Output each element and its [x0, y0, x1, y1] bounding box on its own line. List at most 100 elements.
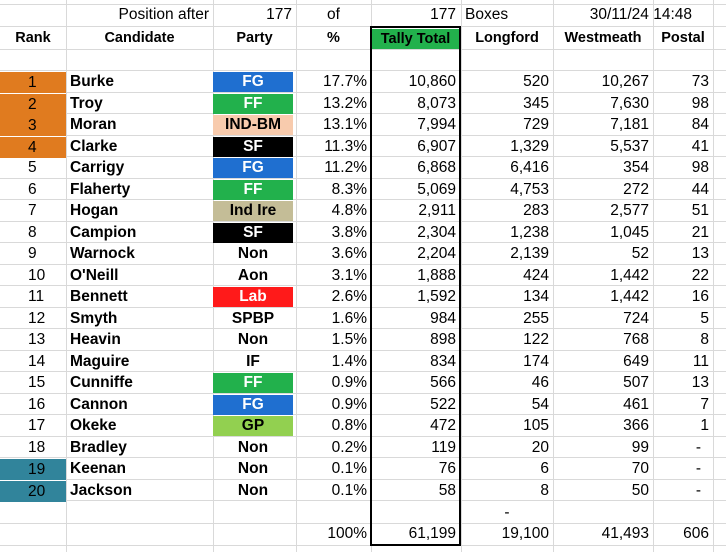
- longford-cell[interactable]: 105: [523, 416, 549, 434]
- candidate-name[interactable]: Bennett: [70, 287, 128, 305]
- postal-cell[interactable]: 8: [700, 330, 709, 348]
- westmeath-cell[interactable]: 649: [623, 352, 649, 370]
- party-badge[interactable]: FG: [213, 72, 293, 92]
- postal-cell[interactable]: -: [695, 459, 701, 477]
- postal-cell[interactable]: 51: [691, 201, 709, 219]
- pct-cell[interactable]: 0.1%: [331, 481, 367, 499]
- candidate-name[interactable]: Smyth: [70, 309, 118, 327]
- rank-cell[interactable]: 1: [0, 72, 66, 93]
- rank-cell[interactable]: 13: [28, 330, 46, 348]
- postal-cell[interactable]: -: [695, 481, 701, 499]
- party-badge[interactable]: Non: [237, 439, 269, 456]
- postal-cell[interactable]: 21: [691, 223, 709, 241]
- westmeath-cell[interactable]: 7,630: [610, 94, 649, 112]
- rank-cell[interactable]: 4: [0, 137, 66, 158]
- postal-cell[interactable]: 13: [691, 373, 709, 391]
- party-badge[interactable]: Aon: [237, 267, 269, 284]
- pct-cell[interactable]: 1.5%: [331, 330, 367, 348]
- party-badge[interactable]: FF: [213, 373, 293, 393]
- tally-cell[interactable]: 834: [430, 352, 456, 370]
- pct-cell[interactable]: 13.2%: [323, 94, 367, 112]
- col-header-party[interactable]: Party: [236, 30, 273, 46]
- pct-cell[interactable]: 11.2%: [324, 158, 367, 176]
- westmeath-cell[interactable]: 99: [631, 438, 649, 456]
- candidate-name[interactable]: O'Neill: [70, 266, 119, 284]
- postal-cell[interactable]: 41: [691, 137, 709, 155]
- rank-cell[interactable]: 7: [28, 201, 37, 219]
- westmeath-cell[interactable]: 52: [631, 244, 649, 262]
- longford-cell[interactable]: 1,329: [510, 137, 549, 155]
- candidate-name[interactable]: Hogan: [70, 201, 119, 219]
- rank-cell[interactable]: 14: [28, 352, 46, 370]
- rank-cell[interactable]: 8: [28, 223, 37, 241]
- westmeath-cell[interactable]: 1,442: [610, 266, 649, 284]
- postal-cell[interactable]: 11: [692, 352, 709, 370]
- tally-cell[interactable]: 76: [438, 459, 456, 477]
- postal-cell[interactable]: 44: [691, 180, 709, 198]
- candidate-name[interactable]: Burke: [70, 72, 114, 90]
- rank-cell[interactable]: 10: [28, 266, 46, 284]
- col-header-postal[interactable]: Postal: [661, 30, 705, 46]
- longford-cell[interactable]: 6,416: [510, 158, 549, 176]
- candidate-name[interactable]: Flaherty: [70, 180, 131, 198]
- longford-cell[interactable]: 122: [523, 330, 549, 348]
- candidate-name[interactable]: Jackson: [70, 481, 133, 499]
- candidate-name[interactable]: Bradley: [70, 438, 127, 456]
- party-badge[interactable]: FG: [213, 395, 293, 415]
- postal-cell[interactable]: 1: [700, 416, 709, 434]
- postal-cell[interactable]: 22: [691, 266, 709, 284]
- party-badge[interactable]: Non: [237, 460, 269, 477]
- tally-cell[interactable]: 58: [438, 481, 456, 499]
- rank-cell[interactable]: 15: [28, 373, 46, 391]
- longford-cell[interactable]: 8: [540, 481, 549, 499]
- westmeath-cell[interactable]: 2,577: [610, 201, 649, 219]
- pct-cell[interactable]: 0.2%: [331, 438, 367, 456]
- longford-cell[interactable]: 134: [523, 287, 549, 305]
- party-badge[interactable]: FF: [213, 94, 293, 114]
- party-badge[interactable]: Ind Ire: [213, 201, 293, 221]
- total-westmeath[interactable]: 41,493: [601, 525, 649, 542]
- total-tally[interactable]: 61,199: [408, 525, 456, 542]
- rank-cell[interactable]: 18: [28, 438, 46, 456]
- pct-cell[interactable]: 1.4%: [331, 352, 367, 370]
- col-header-tally-total[interactable]: Tally Total: [372, 29, 459, 49]
- longford-cell[interactable]: 1,238: [510, 223, 549, 241]
- candidate-name[interactable]: Clarke: [70, 137, 118, 155]
- rank-cell[interactable]: 5: [28, 158, 37, 176]
- tally-cell[interactable]: 2,911: [418, 201, 456, 219]
- tally-cell[interactable]: 1,592: [417, 287, 456, 305]
- rank-cell[interactable]: 19: [0, 459, 66, 480]
- rank-cell[interactable]: 20: [0, 481, 66, 502]
- candidate-name[interactable]: Warnock: [70, 244, 135, 262]
- postal-cell[interactable]: 98: [691, 158, 709, 176]
- col-header-longford[interactable]: Longford: [475, 30, 539, 46]
- total-postal[interactable]: 606: [683, 525, 709, 542]
- tally-cell[interactable]: 898: [430, 330, 456, 348]
- longford-cell[interactable]: 4,753: [510, 180, 549, 198]
- party-badge[interactable]: Non: [237, 245, 269, 262]
- tally-cell[interactable]: 6,868: [417, 158, 456, 176]
- postal-cell[interactable]: 13: [691, 244, 709, 262]
- westmeath-cell[interactable]: 5,537: [610, 137, 649, 155]
- col-header-candidate[interactable]: Candidate: [104, 30, 175, 46]
- westmeath-cell[interactable]: 70: [631, 459, 649, 477]
- pct-cell[interactable]: 0.1%: [331, 459, 367, 477]
- col-header-westmeath[interactable]: Westmeath: [564, 30, 642, 46]
- rank-cell[interactable]: 11: [28, 287, 45, 305]
- pct-cell[interactable]: 1.6%: [331, 309, 367, 327]
- party-badge[interactable]: IND-BM: [213, 115, 293, 135]
- rank-cell[interactable]: 16: [28, 395, 46, 413]
- tally-cell[interactable]: 5,069: [417, 180, 456, 198]
- rank-cell[interactable]: 6: [28, 180, 37, 198]
- pct-cell[interactable]: 11.3%: [324, 137, 367, 155]
- longford-cell[interactable]: 520: [523, 72, 549, 90]
- pct-cell[interactable]: 8.3%: [331, 180, 367, 198]
- postal-cell[interactable]: 84: [691, 115, 709, 133]
- tally-cell[interactable]: 472: [430, 416, 456, 434]
- westmeath-cell[interactable]: 461: [623, 395, 649, 413]
- westmeath-cell[interactable]: 10,267: [601, 72, 649, 90]
- postal-cell[interactable]: 7: [700, 395, 709, 413]
- candidate-name[interactable]: Campion: [70, 223, 137, 241]
- col-header-rank[interactable]: Rank: [15, 30, 51, 46]
- col-header-pct[interactable]: %: [327, 30, 340, 46]
